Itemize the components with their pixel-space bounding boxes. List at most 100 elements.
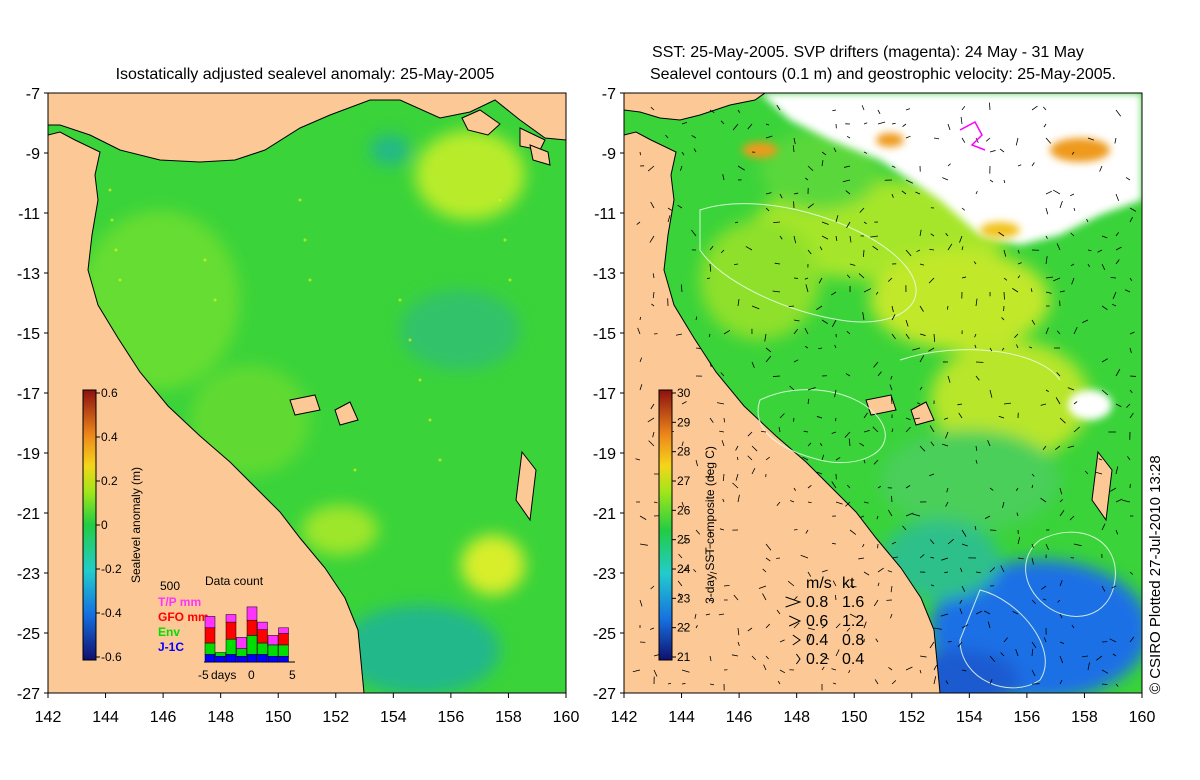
velocity-vector (650, 201, 655, 209)
velocity-vector (947, 243, 953, 251)
velocity-vector (1129, 331, 1135, 335)
velocity-vector (875, 291, 879, 295)
velocity-vector (1101, 358, 1108, 363)
velocity-vector (844, 165, 851, 168)
velocity-vector (1045, 389, 1049, 392)
velocity-vector (779, 235, 783, 240)
velocity-vector (1059, 679, 1063, 685)
velocity-vector (807, 627, 815, 631)
velocity-vector (762, 593, 767, 601)
velocity-vector (890, 613, 893, 619)
data-count-bar-segment (278, 633, 289, 646)
velocity-vector (816, 471, 823, 475)
velocity-vector (905, 319, 909, 327)
data-count-bar-segment (225, 621, 237, 640)
velocity-vector (691, 135, 697, 139)
velocity-vector (639, 384, 643, 391)
velocity-vector (695, 625, 698, 629)
velocity-vector (773, 221, 781, 224)
velocity-vector (1031, 105, 1038, 111)
velocity-vector (1059, 510, 1065, 517)
colorbar-tick-label: 0.6 (101, 386, 118, 400)
velocity-vector (681, 669, 690, 673)
data-count-bar-segment (267, 656, 279, 663)
velocity-vector (887, 277, 893, 282)
velocity-vector (983, 610, 991, 615)
velocity-vector (933, 664, 938, 671)
velocity-vector (945, 431, 949, 439)
velocity-vector (975, 375, 980, 381)
velocity-vector (930, 233, 935, 237)
velocity-vector (681, 401, 687, 405)
velocity-vector (961, 246, 964, 251)
velocity-vector (916, 249, 921, 253)
velocity-vector (942, 443, 949, 447)
velocity-vector (807, 571, 812, 577)
velocity-vector (720, 372, 725, 377)
velocity-vector (1043, 598, 1047, 601)
velocity-vector (807, 387, 816, 391)
data-count-bar-segment (257, 621, 268, 630)
velocity-vector (835, 649, 840, 657)
velocity-vector (1129, 389, 1133, 394)
velocity-vector (1055, 397, 1061, 405)
velocity-vector (1003, 249, 1007, 257)
velocity-vector (891, 122, 896, 125)
velocity-vector (959, 235, 963, 243)
data-count-bar-segment (246, 654, 258, 663)
colorbar-tick-label: 23 (677, 591, 691, 605)
velocity-vector (647, 165, 655, 172)
velocity-vector (816, 416, 823, 419)
velocity-vector (821, 221, 829, 225)
velocity-vector (832, 682, 837, 685)
velocity-vector (957, 641, 963, 648)
velocity-vector (787, 580, 795, 587)
velocity-vector (1045, 327, 1049, 335)
velocity-vector (1070, 263, 1075, 267)
data-count-bar-segment (246, 619, 258, 636)
lon-tick-label: 148 (207, 709, 234, 726)
velocity-vector (961, 137, 966, 143)
data-count-bar-segment (236, 648, 247, 657)
velocity-vector (872, 426, 879, 433)
velocity-vector (1115, 498, 1123, 503)
right-map-title-line1: SST: 25-May-2005. SVP drifters (magenta)… (652, 44, 1084, 61)
velocity-vector (807, 165, 814, 172)
velocity-vector (1017, 557, 1024, 560)
right-sst-map (624, 93, 1142, 693)
velocity-vector (751, 655, 757, 661)
velocity-vector (807, 442, 812, 447)
velocity-vector (720, 249, 725, 254)
velocity-vector (973, 261, 977, 265)
velocity-vector (764, 333, 767, 342)
velocity-vector (1129, 347, 1132, 354)
velocity-vector (849, 585, 857, 588)
velocity-vector (999, 148, 1005, 153)
velocity-vector (1045, 543, 1049, 550)
lon-tick-label: 142 (35, 709, 62, 726)
velocity-vector (928, 277, 935, 284)
velocity-vector (709, 571, 717, 575)
velocity-vector (747, 431, 753, 437)
lat-tick-label: -21 (17, 506, 40, 523)
data-count-legend-item: Env (158, 625, 180, 639)
velocity-vector (1003, 277, 1008, 281)
velocity-vector (732, 482, 739, 489)
velocity-vector (1017, 164, 1022, 167)
colorbar-tick-label: 24 (677, 562, 691, 576)
velocity-vector (831, 431, 837, 434)
velocity-vector (765, 655, 769, 660)
velocity-vector (1040, 403, 1047, 406)
velocity-vector (1073, 401, 1078, 405)
velocity-vector (877, 485, 882, 489)
velocity-vector (912, 347, 921, 351)
velocity-vector (776, 609, 781, 615)
velocity-vector (793, 137, 796, 145)
data-count-xlabel: days (211, 668, 236, 682)
velocity-vector (1069, 515, 1075, 521)
velocity-vector (816, 305, 823, 310)
velocity-vector (681, 683, 686, 685)
velocity-vector (834, 594, 837, 601)
velocity-vector (1127, 456, 1131, 461)
velocity-vector (709, 417, 714, 423)
